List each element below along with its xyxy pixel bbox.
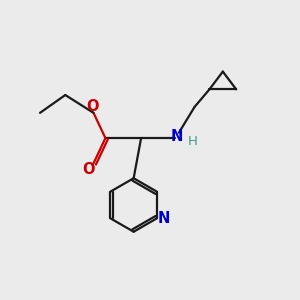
Text: N: N (171, 129, 183, 144)
Text: O: O (82, 162, 94, 177)
Text: N: N (157, 211, 170, 226)
Text: H: H (188, 135, 198, 148)
Text: O: O (86, 99, 98, 114)
